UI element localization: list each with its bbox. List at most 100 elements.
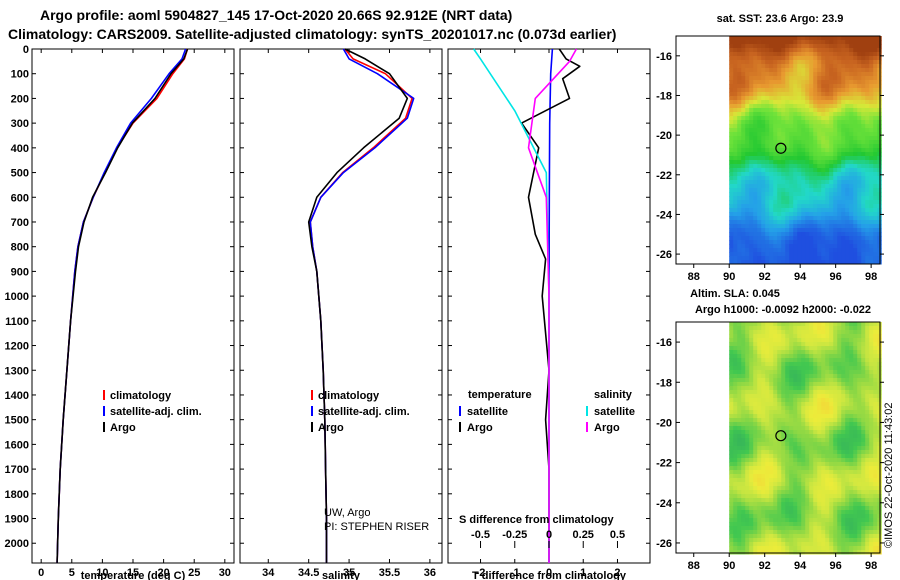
- map-cell: [817, 362, 822, 367]
- map-cell: [833, 446, 838, 451]
- map-cell: [801, 212, 806, 217]
- map-cell: [733, 92, 738, 97]
- map-cell: [777, 366, 782, 371]
- map-cell: [781, 120, 786, 125]
- map-cell: [729, 534, 734, 539]
- map-cell: [841, 132, 846, 137]
- map-cell: [729, 260, 734, 265]
- map-cell: [749, 514, 754, 519]
- map-cell: [741, 482, 746, 487]
- map-cell: [729, 470, 734, 475]
- map-cell: [757, 494, 762, 499]
- map-cell: [841, 244, 846, 249]
- map-cell: [845, 410, 850, 415]
- map-cell: [793, 68, 798, 73]
- map-cell: [841, 418, 846, 423]
- map-cell: [773, 196, 778, 201]
- map-cell: [829, 124, 834, 129]
- map-cell: [857, 72, 862, 77]
- map-cell: [801, 522, 806, 527]
- map-cell: [873, 534, 878, 539]
- map-cell: [869, 422, 874, 427]
- map-cell: [821, 224, 826, 229]
- map-cell: [729, 538, 734, 543]
- map-cell: [841, 192, 846, 197]
- map-cell: [745, 128, 750, 133]
- map-cell: [845, 256, 850, 261]
- map-cell: [765, 450, 770, 455]
- map-cell: [789, 108, 794, 113]
- map-cell: [777, 538, 782, 543]
- map-cell: [745, 390, 750, 395]
- map-cell: [761, 326, 766, 331]
- map-cell: [853, 418, 858, 423]
- map-cell: [781, 92, 786, 97]
- map-cell: [869, 546, 874, 551]
- map-cell: [789, 454, 794, 459]
- map-cell: [861, 330, 866, 335]
- map-cell: [773, 208, 778, 213]
- map-cell: [781, 450, 786, 455]
- map-cell: [821, 478, 826, 483]
- map-cell: [729, 442, 734, 447]
- map-cell: [729, 220, 734, 225]
- map-cell: [829, 108, 834, 113]
- map-cell: [873, 104, 878, 109]
- map-cell: [857, 374, 862, 379]
- map-cell: [873, 160, 878, 165]
- map-cell: [805, 494, 810, 499]
- map-cell: [745, 394, 750, 399]
- map-cell: [865, 350, 870, 355]
- map-cell: [825, 232, 830, 237]
- map-cell: [833, 506, 838, 511]
- map-cell: [773, 80, 778, 85]
- map-cell: [805, 510, 810, 515]
- map-cell: [873, 506, 878, 511]
- map-cell: [821, 136, 826, 141]
- map-cell: [745, 240, 750, 245]
- map-cell: [817, 260, 822, 265]
- map-cell: [733, 196, 738, 201]
- map-cell: [749, 148, 754, 153]
- map-cell: [781, 322, 786, 327]
- map-cell: [753, 220, 758, 225]
- map-cell: [849, 462, 854, 467]
- map-cell: [801, 374, 806, 379]
- map-cell: [841, 80, 846, 85]
- map-cell: [813, 184, 818, 189]
- map-cell: [873, 442, 878, 447]
- map-cell: [801, 446, 806, 451]
- map-cell: [825, 394, 830, 399]
- map-cell: [801, 124, 806, 129]
- map-cell: [733, 394, 738, 399]
- map-cell: [865, 164, 870, 169]
- map-cell: [861, 446, 866, 451]
- map-cell: [765, 72, 770, 77]
- map-cell: [769, 256, 774, 261]
- map-cell: [737, 240, 742, 245]
- map-cell: [817, 144, 822, 149]
- map-cell: [837, 498, 842, 503]
- map-cell: [785, 338, 790, 343]
- map-cell: [737, 164, 742, 169]
- map-cell: [729, 256, 734, 261]
- map-cell: [817, 56, 822, 61]
- map-cell: [801, 84, 806, 89]
- map-cell: [813, 538, 818, 543]
- map-cell: [841, 88, 846, 93]
- map-cell: [737, 120, 742, 125]
- map-cell: [833, 36, 838, 41]
- map-cell: [769, 60, 774, 65]
- map-cell: [833, 406, 838, 411]
- sla-map-frame: [675, 321, 881, 554]
- map-cell: [809, 188, 814, 193]
- map-cell: [801, 72, 806, 77]
- map-cell: [753, 466, 758, 471]
- map-cell: [781, 462, 786, 467]
- x-axis-label: T difference from climatology: [472, 570, 627, 580]
- map-cell: [785, 534, 790, 539]
- map-cell: [769, 342, 774, 347]
- map-cell: [841, 180, 846, 185]
- map-cell: [833, 168, 838, 173]
- map-cell: [745, 36, 750, 41]
